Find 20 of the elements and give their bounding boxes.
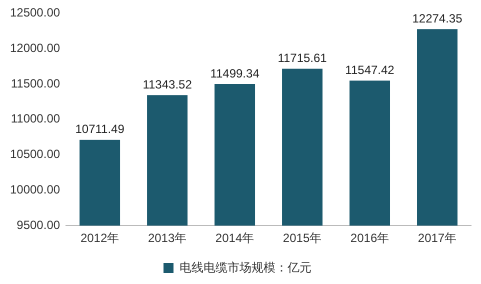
y-tick-label: 9500.00 bbox=[16, 218, 60, 232]
x-tick-label: 2017年 bbox=[418, 231, 457, 246]
y-tick-label: 12500.00 bbox=[10, 6, 60, 20]
x-tick-label: 2016年 bbox=[350, 231, 390, 246]
x-tick-label: 2014年 bbox=[215, 231, 254, 246]
legend-label: 电线电缆市场规模：亿元 bbox=[180, 260, 312, 274]
x-tick-label: 2015年 bbox=[282, 231, 322, 246]
y-tick-label: 11500.00 bbox=[10, 76, 60, 90]
y-tick-label: 10500.00 bbox=[10, 147, 60, 162]
data-label: 11547.42 bbox=[345, 62, 395, 77]
data-label: 11715.61 bbox=[278, 51, 328, 66]
data-label: 11499.34 bbox=[210, 66, 260, 80]
data-label: 12274.35 bbox=[412, 11, 463, 26]
y-tick-label: 12000.00 bbox=[10, 40, 60, 55]
data-label: 11343.52 bbox=[142, 77, 192, 92]
y-tick-label: 10000.00 bbox=[10, 182, 60, 197]
x-tick-label: 2013年 bbox=[148, 231, 187, 246]
y-tick-label: 11000.00 bbox=[10, 112, 60, 126]
x-tick-label: 2012年 bbox=[80, 231, 120, 246]
data-label: 10711.49 bbox=[75, 122, 125, 136]
